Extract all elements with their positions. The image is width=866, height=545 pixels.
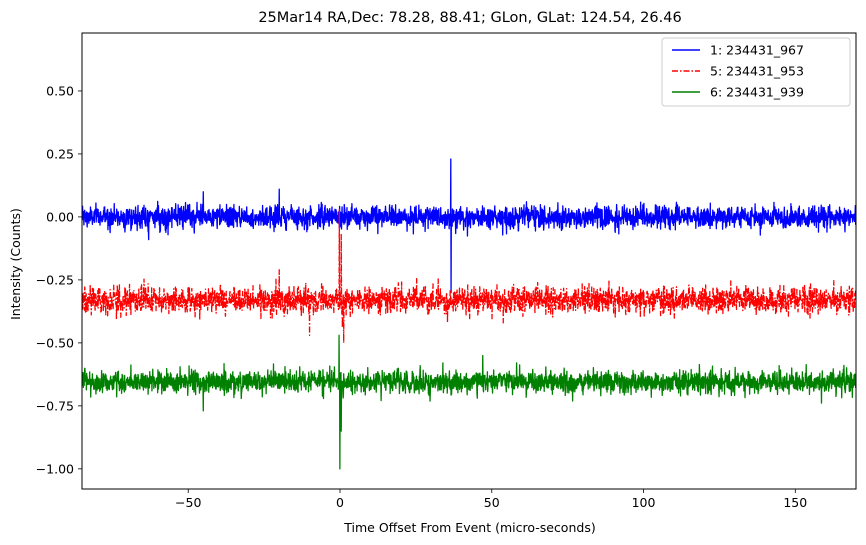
legend-label: 1: 234431_967: [710, 43, 804, 58]
series-line-2: [82, 208, 856, 344]
y-tick-label: −1.00: [36, 461, 74, 476]
x-axis: −50 0 50 100 150: [175, 489, 807, 510]
series-line-1: [82, 158, 856, 294]
legend-box: [661, 37, 851, 107]
x-axis-label: Time Offset From Event (micro-seconds): [343, 520, 595, 535]
legend-label: 6: 234431_939: [710, 85, 804, 100]
y-axis: −1.00 −0.75 −0.50 −0.25 0.00 0.25 0.50: [36, 83, 82, 476]
plot-frame: [81, 32, 857, 490]
y-tick-label: 0.50: [46, 83, 74, 98]
chart-title: 25Mar14 RA,Dec: 78.28, 88.41; GLon, GLat…: [258, 10, 681, 26]
x-tick-label: 50: [484, 495, 500, 510]
y-tick-label: 0.00: [46, 209, 74, 224]
y-tick-label: −0.25: [36, 272, 74, 287]
y-tick-label: −0.50: [36, 335, 74, 350]
x-tick-label: 100: [632, 495, 656, 510]
plot-area: [82, 158, 856, 470]
y-tick-label: 0.25: [46, 146, 74, 161]
x-tick-label: −50: [175, 495, 201, 510]
y-tick-label: −0.75: [36, 398, 74, 413]
legend: 1: 234431_967 5: 234431_953 6: 234431_939: [661, 37, 851, 107]
x-tick-label: 0: [336, 495, 344, 510]
legend-label: 5: 234431_953: [710, 64, 804, 79]
y-axis-label: Intensity (Counts): [8, 208, 23, 320]
x-tick-label: 150: [783, 495, 807, 510]
series-line-3: [82, 334, 856, 470]
